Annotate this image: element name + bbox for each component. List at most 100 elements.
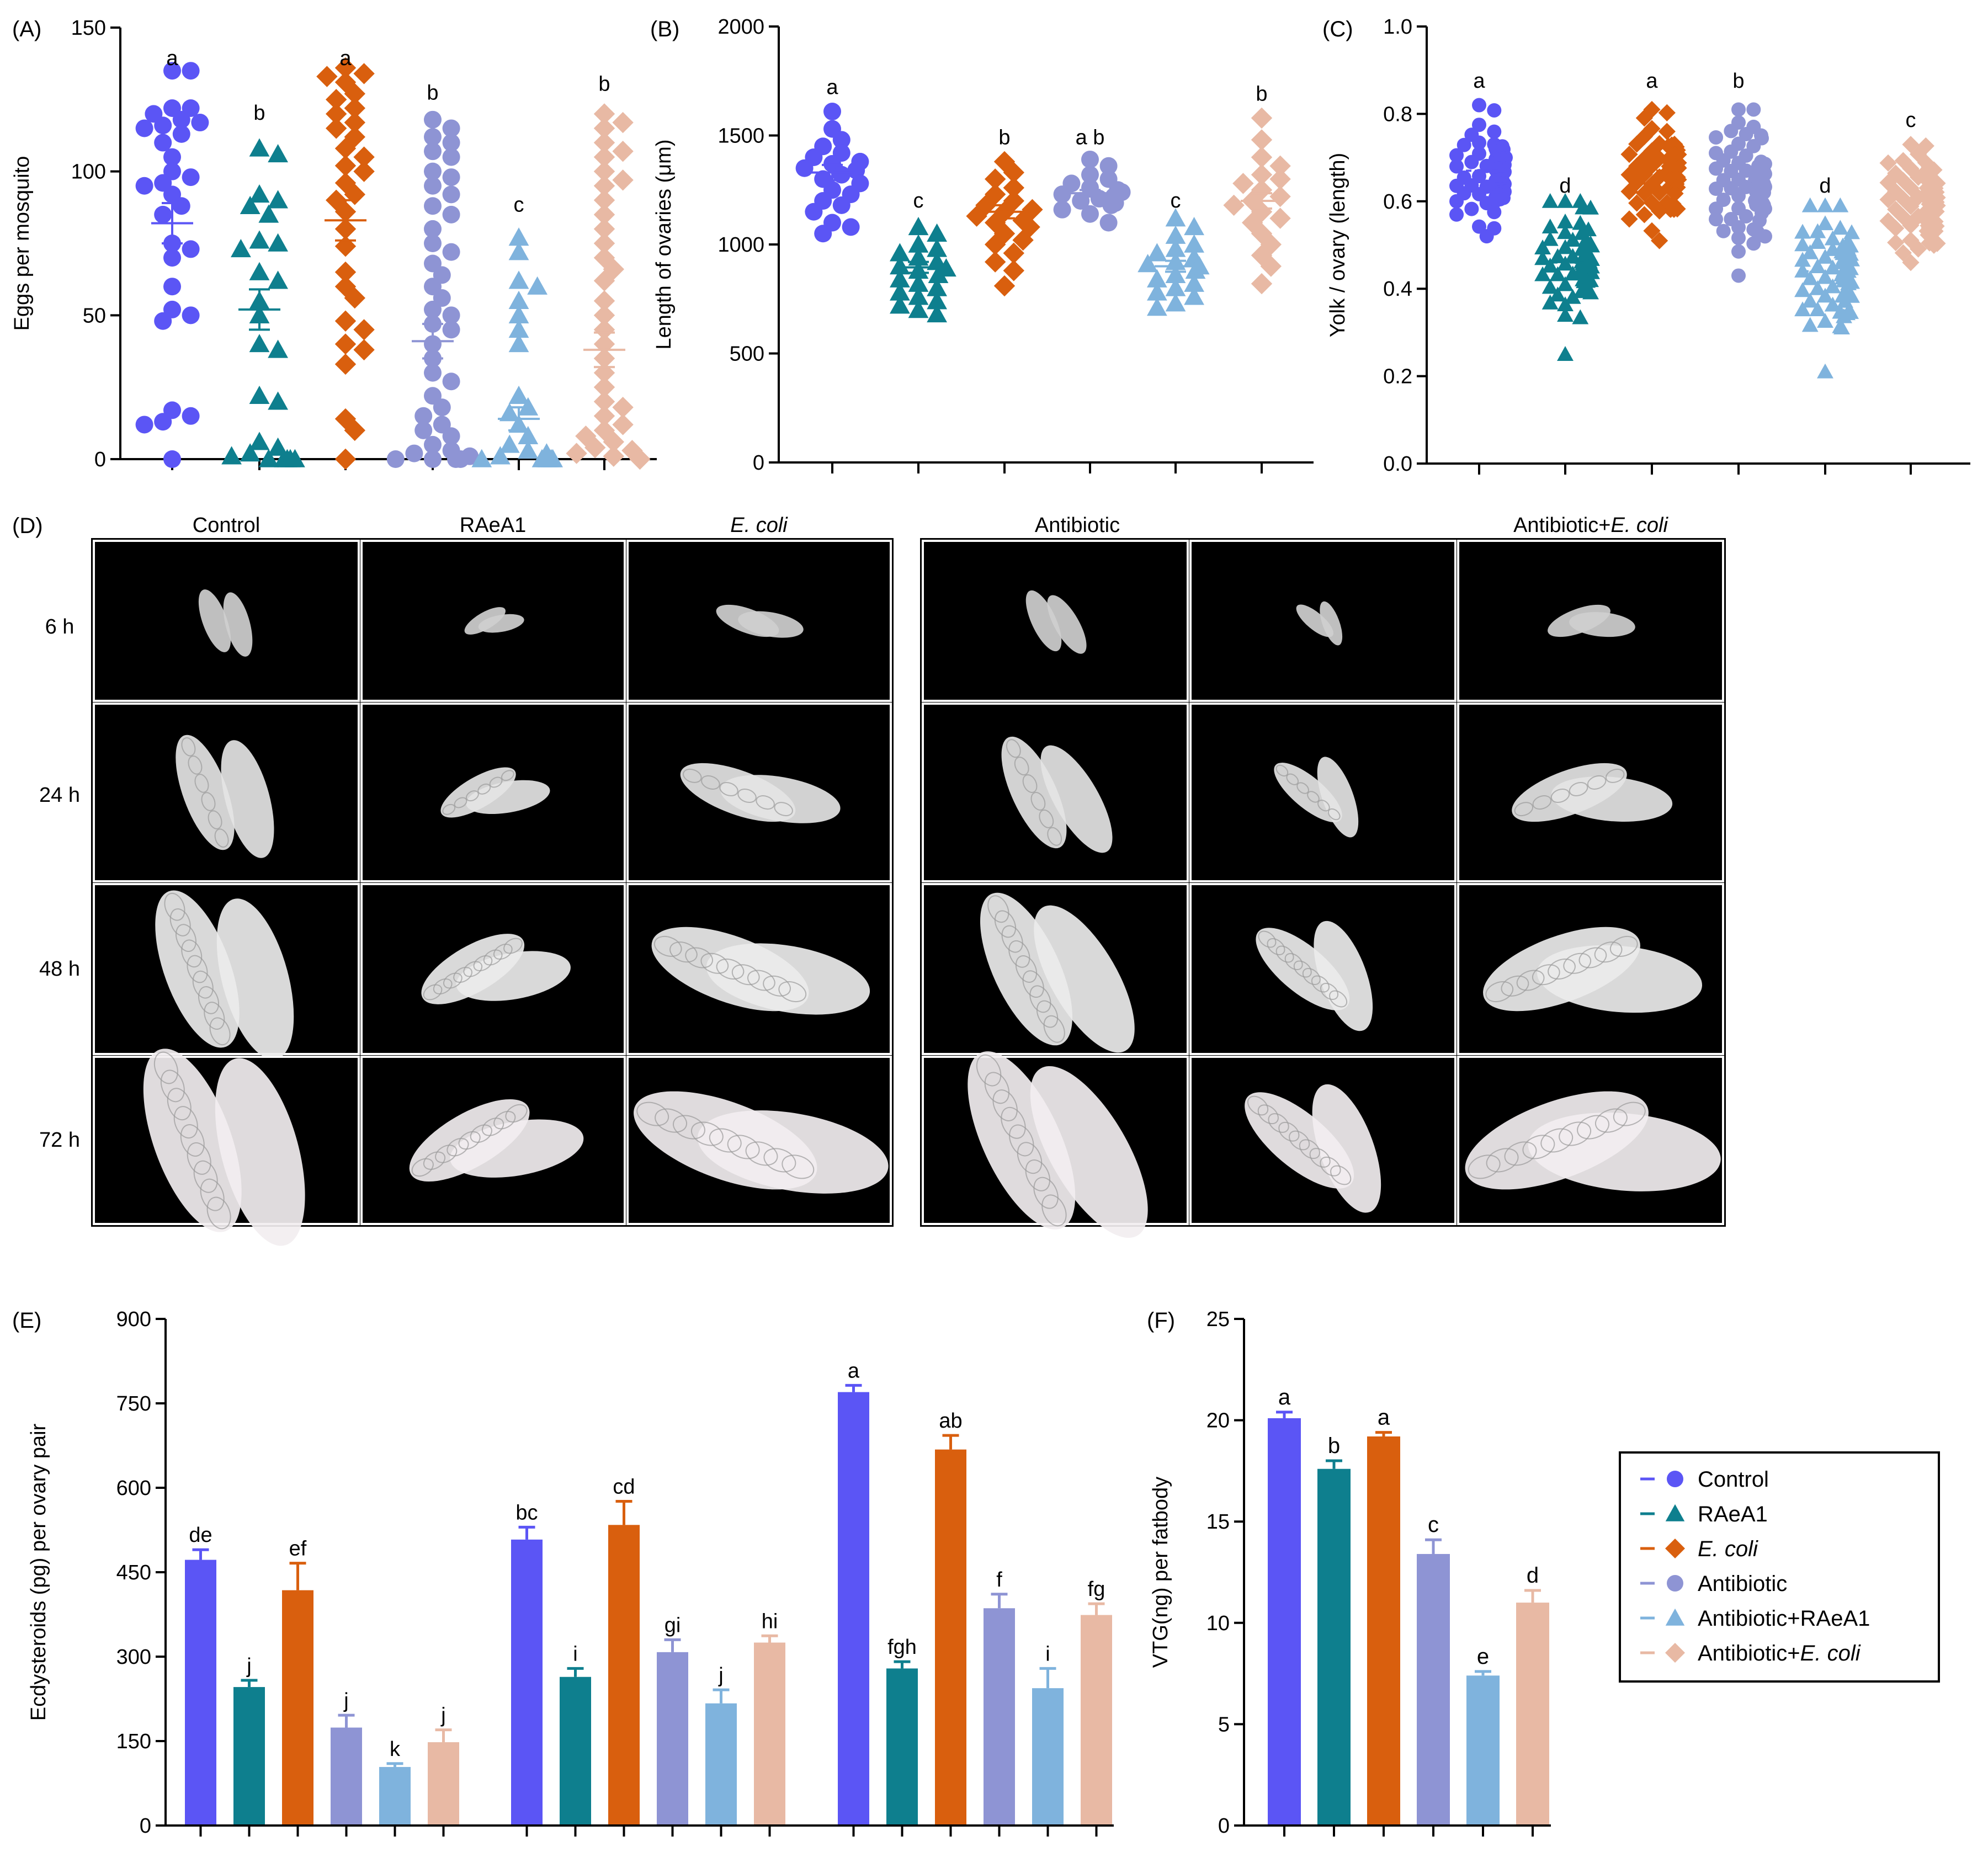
follicle-r3-c0 [167,1088,192,1121]
point-4 [499,403,520,422]
point-0 [154,134,172,152]
y-tick-label: 150 [116,1730,151,1753]
follicle-r2-c2 [731,964,760,986]
y-axis-title: Yolk / ovary (length) [1326,153,1349,337]
point-5 [593,391,615,412]
point-3 [1731,244,1746,259]
follicle-r2-c5 [1485,981,1514,1003]
follicle-r2-c1 [423,984,443,1000]
column-header-2-italic: E. coli [730,514,788,537]
point-4 [1817,313,1833,328]
point-1 [1576,273,1592,289]
point-3 [1709,161,1724,176]
point-0 [1487,205,1502,220]
follicle-r2-c0 [209,1017,231,1046]
point-0 [1472,219,1486,234]
point-0 [182,240,200,258]
follicle-r2-c4 [1320,983,1338,1000]
significance-letter-0: a [166,47,178,70]
y-tick-label: 0 [1218,1814,1230,1838]
point-5 [1269,155,1291,177]
bar-2 [1367,1436,1400,1826]
point-4 [1147,282,1167,301]
legend-marker-0 [1667,1471,1683,1487]
point-4 [1147,243,1167,262]
point-1 [240,195,261,214]
point-1 [1572,309,1589,324]
ovary-right-r0-c0 [223,592,253,657]
point-4 [1794,282,1811,297]
point-0 [163,148,181,166]
column-header-3-text: Antibiotic [1035,514,1120,537]
follicle-r2-c4 [1311,975,1330,993]
point-1 [268,143,288,163]
point-2 [344,126,365,148]
significance-letter-g2-2: ab [939,1409,962,1433]
point-0 [1464,201,1479,216]
ovary-right-r0-c2 [738,611,804,638]
point-3 [424,197,442,215]
follicle-r1-c3 [1030,792,1046,811]
panel-label: (F) [1147,1308,1175,1333]
point-1 [927,304,947,323]
legend-label-1-text: RAeA1 [1698,1502,1768,1526]
point-5 [1223,194,1245,216]
point-1 [1542,231,1559,246]
point-1 [1582,199,1599,215]
point-3 [442,119,460,137]
point-1 [249,432,270,450]
legend-box [1619,1451,1940,1683]
point-0 [135,416,153,434]
point-5 [612,396,634,418]
point-4 [1817,363,1833,379]
significance-letter-g0-5: j [440,1704,445,1727]
point-2 [326,103,347,125]
follicle-r2-c1 [493,944,513,960]
y-tick-label: 15 [1206,1510,1230,1534]
point-3 [442,321,460,339]
point-5 [1925,236,1943,254]
point-5 [612,140,634,162]
point-2 [985,212,1006,233]
point-4 [538,449,559,467]
point-3 [442,427,460,445]
significance-letter-g0-3: j [343,1689,348,1712]
bar-g2-1 [886,1668,918,1826]
follicle-r2-c4 [1293,960,1312,978]
point-2 [985,233,1006,256]
point-4 [508,334,529,353]
point-2 [1651,184,1668,201]
point-2 [353,161,375,182]
point-2 [1012,210,1034,231]
follicle-r3-c3 [992,1089,1018,1121]
point-2 [353,146,375,168]
point-4 [518,425,539,445]
point-3 [442,243,460,261]
follicle-r1-c3 [1014,757,1029,776]
bar-g0-2 [282,1590,313,1826]
point-3 [424,220,442,238]
point-2 [966,205,987,227]
point-4 [527,276,548,295]
point-1 [1549,266,1566,281]
point-2 [334,261,357,283]
follicle-r2-c2 [763,975,791,997]
point-4 [508,385,529,405]
point-4 [1801,292,1819,308]
column-header-1: RAeA1 [460,514,526,537]
point-2 [1643,194,1661,211]
point-4 [1824,296,1841,312]
point-3 [1731,188,1746,203]
point-1 [1557,213,1574,228]
y-tick-label: 500 [730,343,764,366]
panel-a-scatter: (A) Eggs per mosquito 0 50 100 150 a b a b c b [10,17,657,471]
point-1 [249,262,270,280]
point-2 [326,89,347,110]
bar-g0-3 [331,1727,362,1826]
follicle-r3-c1 [493,1111,516,1130]
point-4 [1165,238,1186,257]
point-0 [832,131,851,149]
point-4 [1794,223,1811,239]
follicle-r2-c0 [204,1002,225,1030]
legend-label-0: Control [1698,1467,1769,1492]
